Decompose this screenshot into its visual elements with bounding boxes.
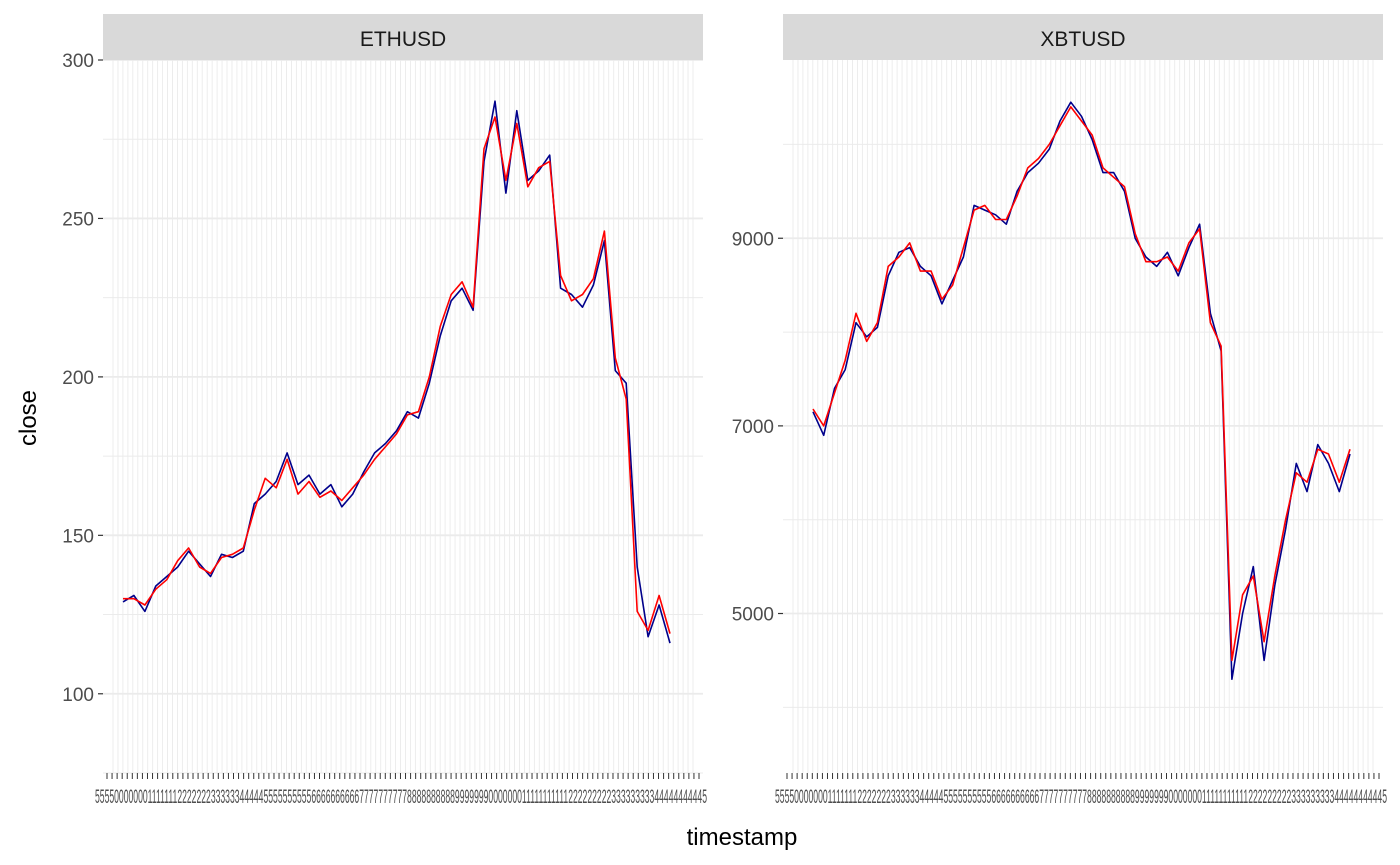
y-tick-label: 100 xyxy=(62,685,94,706)
panel-xbtusd: 5000 7000 9000 5555000000011111112222222333… xyxy=(732,14,1387,808)
panel-ethusd: 100 150 200 250 300 5555000000011111112222222… xyxy=(62,14,707,808)
facet-strip-label: ETHUSD xyxy=(360,28,446,51)
x-tick-labels: 5555000000011111112222222333333444445555… xyxy=(95,787,707,808)
x-tick-labels: 5555000000011111112222222333333444445555… xyxy=(775,787,1387,808)
y-tick-label: 9000 xyxy=(732,229,774,250)
series-line-2 xyxy=(123,116,671,634)
series-line-2 xyxy=(812,106,1351,662)
y-tick-label: 5000 xyxy=(732,605,774,626)
y-axis-title: close xyxy=(15,390,42,446)
series-line-1 xyxy=(812,101,1351,681)
y-tick-label: 7000 xyxy=(732,417,774,438)
facet-strip xyxy=(783,14,1383,60)
x-axis-title: timestamp xyxy=(687,824,798,851)
panel-background xyxy=(103,60,703,773)
facet-strip xyxy=(103,14,703,60)
y-tick-label: 300 xyxy=(62,51,94,72)
y-tick-label: 250 xyxy=(62,209,94,230)
y-tick-label: 200 xyxy=(62,368,94,389)
y-tick-label: 150 xyxy=(62,526,94,547)
facet-strip-label: XBTUSD xyxy=(1040,28,1125,51)
panel-background xyxy=(783,60,1383,773)
